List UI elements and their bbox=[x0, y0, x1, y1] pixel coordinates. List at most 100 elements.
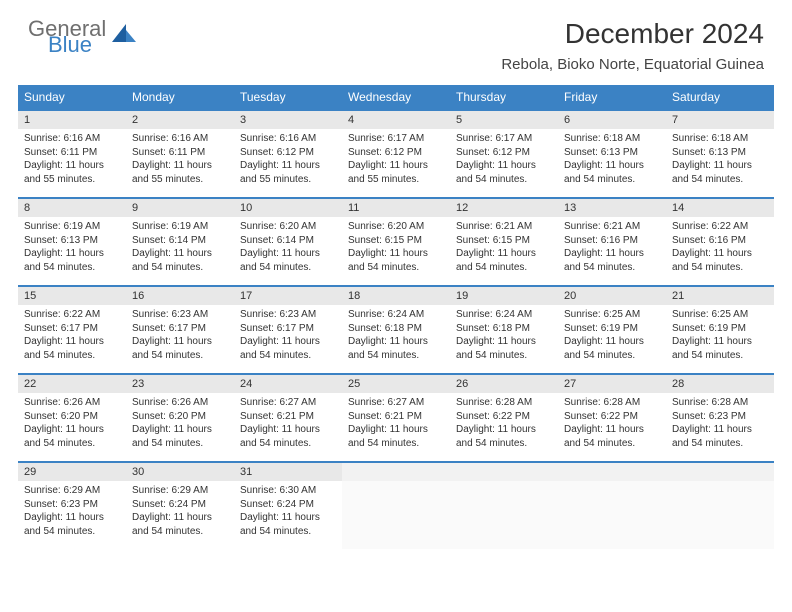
daylight-text-1: Daylight: 11 hours bbox=[348, 247, 444, 261]
day-cell bbox=[342, 462, 450, 549]
header: General Blue December 2024 Rebola, Bioko… bbox=[0, 0, 792, 77]
day-content: Sunrise: 6:22 AMSunset: 6:17 PMDaylight:… bbox=[18, 305, 126, 373]
day-content: Sunrise: 6:29 AMSunset: 6:24 PMDaylight:… bbox=[126, 481, 234, 549]
day-cell: 27Sunrise: 6:28 AMSunset: 6:22 PMDayligh… bbox=[558, 374, 666, 462]
sunrise-text: Sunrise: 6:22 AM bbox=[672, 220, 768, 234]
dow-thursday: Thursday bbox=[450, 85, 558, 110]
daylight-text-1: Daylight: 11 hours bbox=[564, 335, 660, 349]
daylight-text-1: Daylight: 11 hours bbox=[672, 335, 768, 349]
daylight-text-1: Daylight: 11 hours bbox=[240, 423, 336, 437]
calendar-body: 1Sunrise: 6:16 AMSunset: 6:11 PMDaylight… bbox=[18, 110, 774, 549]
daylight-text-1: Daylight: 11 hours bbox=[456, 159, 552, 173]
daylight-text-1: Daylight: 11 hours bbox=[240, 511, 336, 525]
sunset-text: Sunset: 6:20 PM bbox=[132, 410, 228, 424]
sunrise-text: Sunrise: 6:18 AM bbox=[672, 132, 768, 146]
sunset-text: Sunset: 6:14 PM bbox=[132, 234, 228, 248]
day-content: Sunrise: 6:19 AMSunset: 6:14 PMDaylight:… bbox=[126, 217, 234, 285]
sunrise-text: Sunrise: 6:19 AM bbox=[132, 220, 228, 234]
sunset-text: Sunset: 6:16 PM bbox=[672, 234, 768, 248]
day-of-week-row: Sunday Monday Tuesday Wednesday Thursday… bbox=[18, 85, 774, 110]
sunset-text: Sunset: 6:15 PM bbox=[456, 234, 552, 248]
daylight-text-1: Daylight: 11 hours bbox=[132, 335, 228, 349]
day-content: Sunrise: 6:21 AMSunset: 6:16 PMDaylight:… bbox=[558, 217, 666, 285]
daylight-text-1: Daylight: 11 hours bbox=[456, 247, 552, 261]
daylight-text-1: Daylight: 11 hours bbox=[240, 159, 336, 173]
day-content: Sunrise: 6:27 AMSunset: 6:21 PMDaylight:… bbox=[342, 393, 450, 461]
daylight-text-2: and 54 minutes. bbox=[24, 261, 120, 275]
day-cell: 17Sunrise: 6:23 AMSunset: 6:17 PMDayligh… bbox=[234, 286, 342, 374]
brand-blue: Blue bbox=[48, 34, 106, 56]
sunset-text: Sunset: 6:17 PM bbox=[132, 322, 228, 336]
day-number: 17 bbox=[234, 287, 342, 305]
dow-friday: Friday bbox=[558, 85, 666, 110]
day-content: Sunrise: 6:24 AMSunset: 6:18 PMDaylight:… bbox=[450, 305, 558, 373]
sunrise-text: Sunrise: 6:17 AM bbox=[456, 132, 552, 146]
day-content: Sunrise: 6:28 AMSunset: 6:22 PMDaylight:… bbox=[558, 393, 666, 461]
day-cell: 31Sunrise: 6:30 AMSunset: 6:24 PMDayligh… bbox=[234, 462, 342, 549]
day-number: 29 bbox=[18, 463, 126, 481]
sunset-text: Sunset: 6:17 PM bbox=[240, 322, 336, 336]
day-cell: 9Sunrise: 6:19 AMSunset: 6:14 PMDaylight… bbox=[126, 198, 234, 286]
day-cell: 28Sunrise: 6:28 AMSunset: 6:23 PMDayligh… bbox=[666, 374, 774, 462]
day-number: 6 bbox=[558, 111, 666, 129]
week-row: 29Sunrise: 6:29 AMSunset: 6:23 PMDayligh… bbox=[18, 462, 774, 549]
sunrise-text: Sunrise: 6:16 AM bbox=[240, 132, 336, 146]
day-cell: 29 Sunrise: 6:29 AMSunset: 6:23 PMDayligh… bbox=[18, 462, 126, 549]
sunrise-text: Sunrise: 6:16 AM bbox=[24, 132, 120, 146]
dow-sunday: Sunday bbox=[18, 85, 126, 110]
daylight-text-2: and 54 minutes. bbox=[456, 261, 552, 275]
sunset-text: Sunset: 6:17 PM bbox=[24, 322, 120, 336]
sunset-text: Sunset: 6:22 PM bbox=[456, 410, 552, 424]
sunrise-text: Sunrise: 6:17 AM bbox=[348, 132, 444, 146]
daylight-text-2: and 54 minutes. bbox=[240, 437, 336, 451]
day-number: 16 bbox=[126, 287, 234, 305]
day-cell: 23Sunrise: 6:26 AMSunset: 6:20 PMDayligh… bbox=[126, 374, 234, 462]
daylight-text-1: Daylight: 11 hours bbox=[240, 335, 336, 349]
daylight-text-2: and 54 minutes. bbox=[24, 349, 120, 363]
daylight-text-1: Daylight: 11 hours bbox=[132, 511, 228, 525]
sunrise-text: Sunrise: 6:22 AM bbox=[24, 308, 120, 322]
daylight-text-1: Daylight: 11 hours bbox=[24, 335, 120, 349]
day-number: 18 bbox=[342, 287, 450, 305]
daylight-text-2: and 54 minutes. bbox=[240, 261, 336, 275]
daylight-text-1: Daylight: 11 hours bbox=[348, 159, 444, 173]
day-content: Sunrise: 6:26 AMSunset: 6:20 PMDaylight:… bbox=[126, 393, 234, 461]
dow-wednesday: Wednesday bbox=[342, 85, 450, 110]
daylight-text-2: and 54 minutes. bbox=[132, 349, 228, 363]
daylight-text-1: Daylight: 11 hours bbox=[672, 159, 768, 173]
daylight-text-2: and 54 minutes. bbox=[348, 349, 444, 363]
sunrise-text: Sunrise: 6:29 AM bbox=[24, 484, 120, 498]
daylight-text-1: Daylight: 11 hours bbox=[24, 511, 120, 525]
day-number: 14 bbox=[666, 199, 774, 217]
day-content: Sunrise: 6:17 AMSunset: 6:12 PMDaylight:… bbox=[342, 129, 450, 197]
day-content: Sunrise: 6:20 AMSunset: 6:15 PMDaylight:… bbox=[342, 217, 450, 285]
sunset-text: Sunset: 6:23 PM bbox=[24, 498, 120, 512]
dow-monday: Monday bbox=[126, 85, 234, 110]
day-number: 24 bbox=[234, 375, 342, 393]
day-cell bbox=[558, 462, 666, 549]
daylight-text-1: Daylight: 11 hours bbox=[132, 423, 228, 437]
day-number: 8 bbox=[18, 199, 126, 217]
day-number: 7 bbox=[666, 111, 774, 129]
day-cell: 18Sunrise: 6:24 AMSunset: 6:18 PMDayligh… bbox=[342, 286, 450, 374]
sunrise-text: Sunrise: 6:18 AM bbox=[564, 132, 660, 146]
sunset-text: Sunset: 6:12 PM bbox=[348, 146, 444, 160]
day-content: Sunrise: 6:19 AMSunset: 6:13 PMDaylight:… bbox=[18, 217, 126, 285]
daylight-text-1: Daylight: 11 hours bbox=[564, 423, 660, 437]
daylight-text-2: and 55 minutes. bbox=[132, 173, 228, 187]
sunset-text: Sunset: 6:12 PM bbox=[456, 146, 552, 160]
daylight-text-2: and 55 minutes. bbox=[348, 173, 444, 187]
day-number: 15 bbox=[18, 287, 126, 305]
day-content: Sunrise: 6:27 AMSunset: 6:21 PMDaylight:… bbox=[234, 393, 342, 461]
day-cell: 16Sunrise: 6:23 AMSunset: 6:17 PMDayligh… bbox=[126, 286, 234, 374]
daylight-text-2: and 54 minutes. bbox=[672, 437, 768, 451]
day-number: 12 bbox=[450, 199, 558, 217]
day-content: Sunrise: 6:25 AMSunset: 6:19 PMDaylight:… bbox=[558, 305, 666, 373]
week-row: 22Sunrise: 6:26 AMSunset: 6:20 PMDayligh… bbox=[18, 374, 774, 462]
sunset-text: Sunset: 6:11 PM bbox=[132, 146, 228, 160]
title-block: December 2024 Rebola, Bioko Norte, Equat… bbox=[501, 18, 764, 73]
sunrise-text: Sunrise: 6:21 AM bbox=[456, 220, 552, 234]
day-content: Sunrise: 6:16 AMSunset: 6:11 PMDaylight:… bbox=[18, 129, 126, 197]
day-number: 27 bbox=[558, 375, 666, 393]
daylight-text-2: and 54 minutes. bbox=[672, 349, 768, 363]
